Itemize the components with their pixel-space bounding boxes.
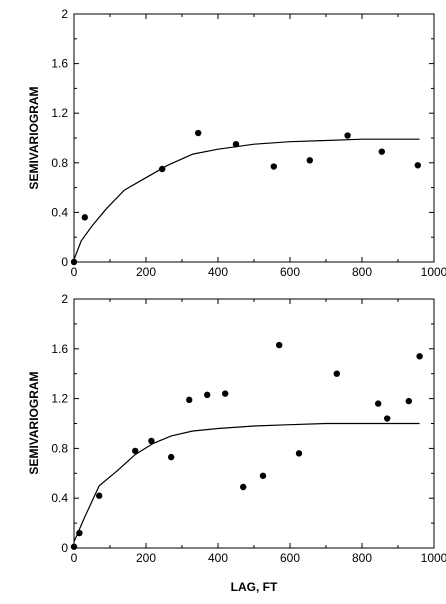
top-y-tick-label: 0.4 (51, 205, 68, 219)
bottom-x-tick-label: 400 (208, 551, 228, 565)
bottom-data-point (295, 450, 303, 457)
bottom-data-point (416, 353, 423, 360)
top-y-tick-label: 2 (61, 7, 68, 21)
bottom-y-axis-label: SEMIVARIOGRAM (27, 371, 41, 474)
top-x-tick-label: 1000 (421, 265, 446, 279)
bottom-data-point (148, 437, 155, 445)
top-data-point (195, 129, 202, 137)
bottom-data-point (276, 341, 283, 349)
bottom-data-point (259, 472, 267, 479)
top-y-tick-label: 0.8 (51, 156, 68, 170)
bottom-axis-ticks: 0 200 400 600 800 1000 0 0.4 0.8 1.2 1.6 2 (51, 292, 446, 565)
bottom-y-tick-label: 0 (61, 541, 68, 555)
top-y-tick-label: 1.2 (51, 106, 68, 120)
top-x-tick-label: 800 (352, 265, 372, 279)
top-data-point (378, 148, 385, 155)
bottom-x-tick-label: 1000 (421, 551, 446, 565)
bottom-data-point (186, 396, 193, 404)
bottom-data-point (76, 529, 83, 537)
bottom-data-marks (70, 341, 423, 550)
bottom-data-point (375, 400, 382, 407)
top-model-curve (73, 138, 420, 260)
bottom-model-curve (73, 422, 420, 543)
bottom-y-tick-label: 0.8 (51, 441, 68, 455)
top-plot-frame (73, 13, 435, 263)
bottom-x-tick-label: 800 (352, 551, 372, 565)
bottom-x-tick-label: 200 (136, 551, 156, 565)
bottom-data-point (222, 390, 229, 397)
bottom-y-tick-label: 0.4 (51, 491, 68, 505)
bottom-data-point (168, 453, 175, 461)
top-data-point (270, 163, 277, 170)
top-data-marks (70, 129, 421, 266)
bottom-data-point (384, 415, 391, 422)
bottom-y-tick-label: 1.2 (51, 392, 68, 406)
bottom-y-tick-label: 1.6 (51, 342, 68, 356)
bottom-y-tick-label: 2 (61, 292, 68, 306)
top-axis-ticks: 0 200 400 600 800 1000 0 0.4 0.8 1.2 1.6 2 (51, 7, 446, 279)
bottom-data-point (333, 370, 340, 377)
top-data-point (414, 162, 421, 169)
top-data-point (306, 157, 313, 164)
top-panel: SEMIVARIOGRAM 0 200 400 600 800 1000 0 0.4 0.8 1.… (27, 7, 446, 279)
bottom-x-tick-label: 600 (280, 551, 300, 565)
bottom-data-point (240, 483, 247, 491)
bottom-data-point (70, 543, 78, 550)
top-y-axis-label: SEMIVARIOGRAM (27, 86, 41, 189)
top-x-tick-label: 0 (71, 265, 78, 279)
bottom-data-point (132, 447, 139, 455)
top-y-tick-label: 1.6 (51, 57, 68, 71)
top-y-tick-label: 0 (61, 255, 68, 269)
top-x-tick-label: 400 (208, 265, 228, 279)
top-data-point (232, 141, 240, 148)
top-data-point (344, 132, 351, 139)
top-x-tick-label: 600 (280, 265, 300, 279)
top-data-point (70, 258, 78, 266)
bottom-x-axis-label: LAG, FT (231, 580, 278, 594)
bottom-data-point (204, 391, 211, 399)
bottom-x-tick-label: 0 (71, 551, 78, 565)
bottom-panel: SEMIVARIOGRAM LAG, FT 0 200 400 600 800 10000… (27, 292, 446, 594)
top-data-point (81, 214, 89, 221)
bottom-data-point (96, 492, 103, 499)
bottom-data-point (405, 397, 412, 405)
top-x-tick-label: 200 (136, 265, 156, 279)
